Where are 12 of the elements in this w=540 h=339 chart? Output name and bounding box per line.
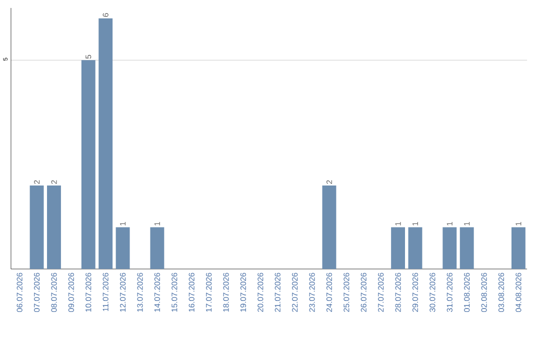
bar [408,227,422,270]
bar [98,18,113,270]
bar [81,60,96,270]
bar [116,227,130,270]
bar [442,227,457,270]
bar [391,227,406,270]
bar [150,227,164,270]
bar [322,186,336,270]
bar [511,227,526,270]
bar [460,227,474,270]
bar [47,186,61,270]
bar [30,186,44,270]
